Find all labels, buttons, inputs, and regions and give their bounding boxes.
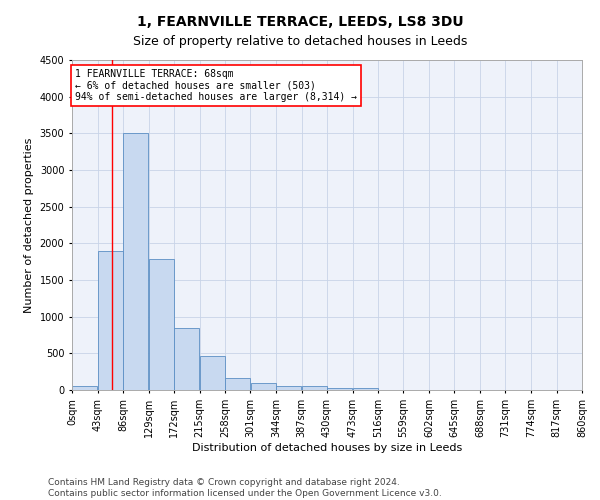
X-axis label: Distribution of detached houses by size in Leeds: Distribution of detached houses by size … <box>192 442 462 452</box>
Bar <box>327 388 352 390</box>
Bar <box>123 134 148 390</box>
Text: 1 FEARNVILLE TERRACE: 68sqm
← 6% of detached houses are smaller (503)
94% of sem: 1 FEARNVILLE TERRACE: 68sqm ← 6% of deta… <box>75 69 357 102</box>
Bar <box>72 386 97 390</box>
Bar <box>98 250 123 390</box>
Bar <box>174 328 199 390</box>
Bar <box>276 386 301 390</box>
Y-axis label: Number of detached properties: Number of detached properties <box>24 138 34 312</box>
Bar <box>225 378 250 390</box>
Bar <box>149 258 174 390</box>
Bar <box>251 384 276 390</box>
Text: Contains HM Land Registry data © Crown copyright and database right 2024.
Contai: Contains HM Land Registry data © Crown c… <box>48 478 442 498</box>
Text: 1, FEARNVILLE TERRACE, LEEDS, LS8 3DU: 1, FEARNVILLE TERRACE, LEEDS, LS8 3DU <box>137 15 463 29</box>
Bar <box>353 388 378 390</box>
Bar <box>200 356 225 390</box>
Text: Size of property relative to detached houses in Leeds: Size of property relative to detached ho… <box>133 35 467 48</box>
Bar <box>302 386 327 390</box>
